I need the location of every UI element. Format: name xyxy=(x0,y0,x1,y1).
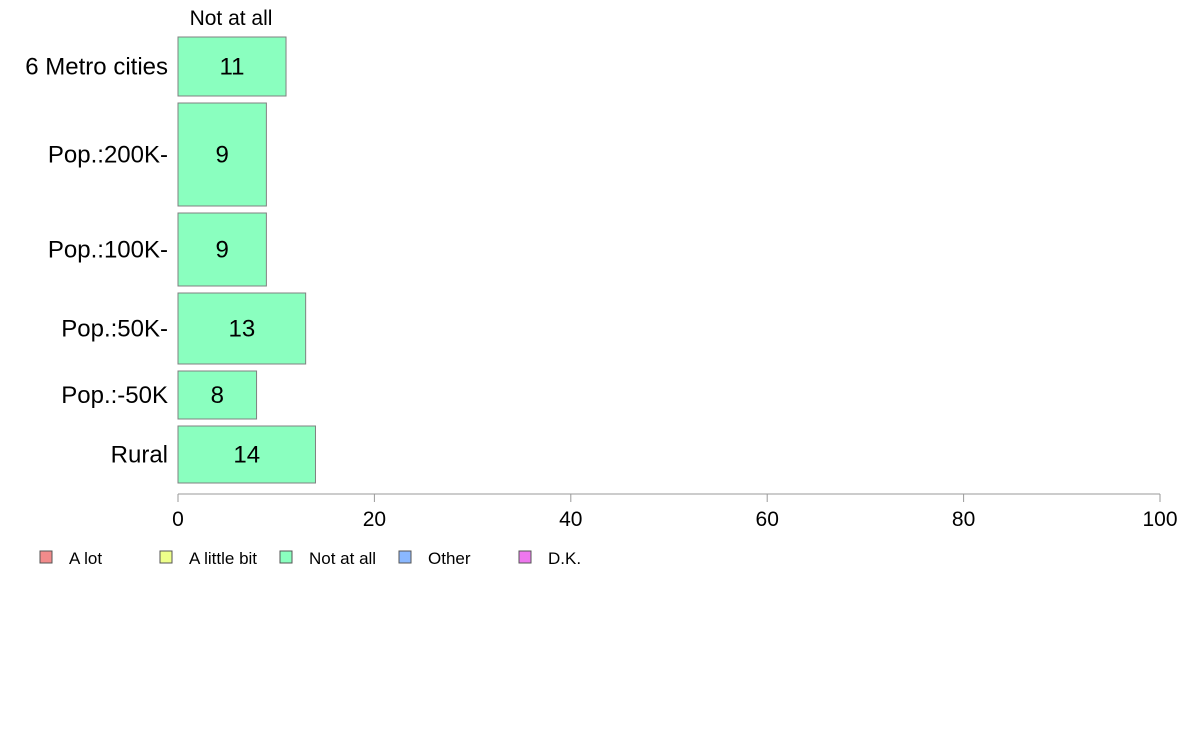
bar xyxy=(177,102,267,207)
top-series-label: Not at all xyxy=(190,7,273,30)
legend-label: Not at all xyxy=(309,549,376,568)
bar-value-label: 14 xyxy=(233,442,260,469)
legend-swatch xyxy=(159,550,173,564)
legend: A lot A little bit Not at all Other D.K. xyxy=(39,549,581,568)
bar-value-label: 11 xyxy=(220,54,245,81)
legend-label: A lot xyxy=(69,549,102,568)
x-tick-label: 40 xyxy=(559,508,582,531)
bars-group: 6 Metro cities 11 Pop.:200K- 9 Pop.:100K- 9 Po… xyxy=(25,36,316,484)
x-tick-label: 20 xyxy=(363,508,386,531)
legend-swatch xyxy=(279,550,293,564)
category-label: Rural xyxy=(111,442,168,469)
legend-label: A little bit xyxy=(189,549,257,568)
category-label: Pop.:50K- xyxy=(61,316,168,343)
bar xyxy=(177,292,307,365)
category-label: Pop.:100K- xyxy=(48,237,168,264)
bar xyxy=(177,36,287,97)
x-axis: 0 20 40 60 80 100 xyxy=(172,493,1178,531)
bar-value-label: 9 xyxy=(216,142,229,169)
category-label: Pop.:-50K xyxy=(61,382,168,409)
bar xyxy=(177,212,267,287)
legend-label: D.K. xyxy=(548,549,581,568)
bar xyxy=(177,370,258,420)
bar-value-label: 13 xyxy=(228,316,255,343)
x-tick-label: 60 xyxy=(756,508,779,531)
category-label: Pop.:200K- xyxy=(48,142,168,169)
x-tick-label: 80 xyxy=(952,508,975,531)
legend-swatch xyxy=(39,550,53,564)
bar-value-label: 8 xyxy=(211,382,224,409)
bar xyxy=(177,425,316,484)
x-tick-label: 100 xyxy=(1142,508,1177,531)
bar-value-label: 9 xyxy=(216,237,229,264)
legend-swatch xyxy=(518,550,532,564)
category-label: 6 Metro cities xyxy=(25,54,168,81)
x-tick-label: 0 xyxy=(172,508,184,531)
legend-label: Other xyxy=(428,549,471,568)
legend-swatch xyxy=(398,550,412,564)
